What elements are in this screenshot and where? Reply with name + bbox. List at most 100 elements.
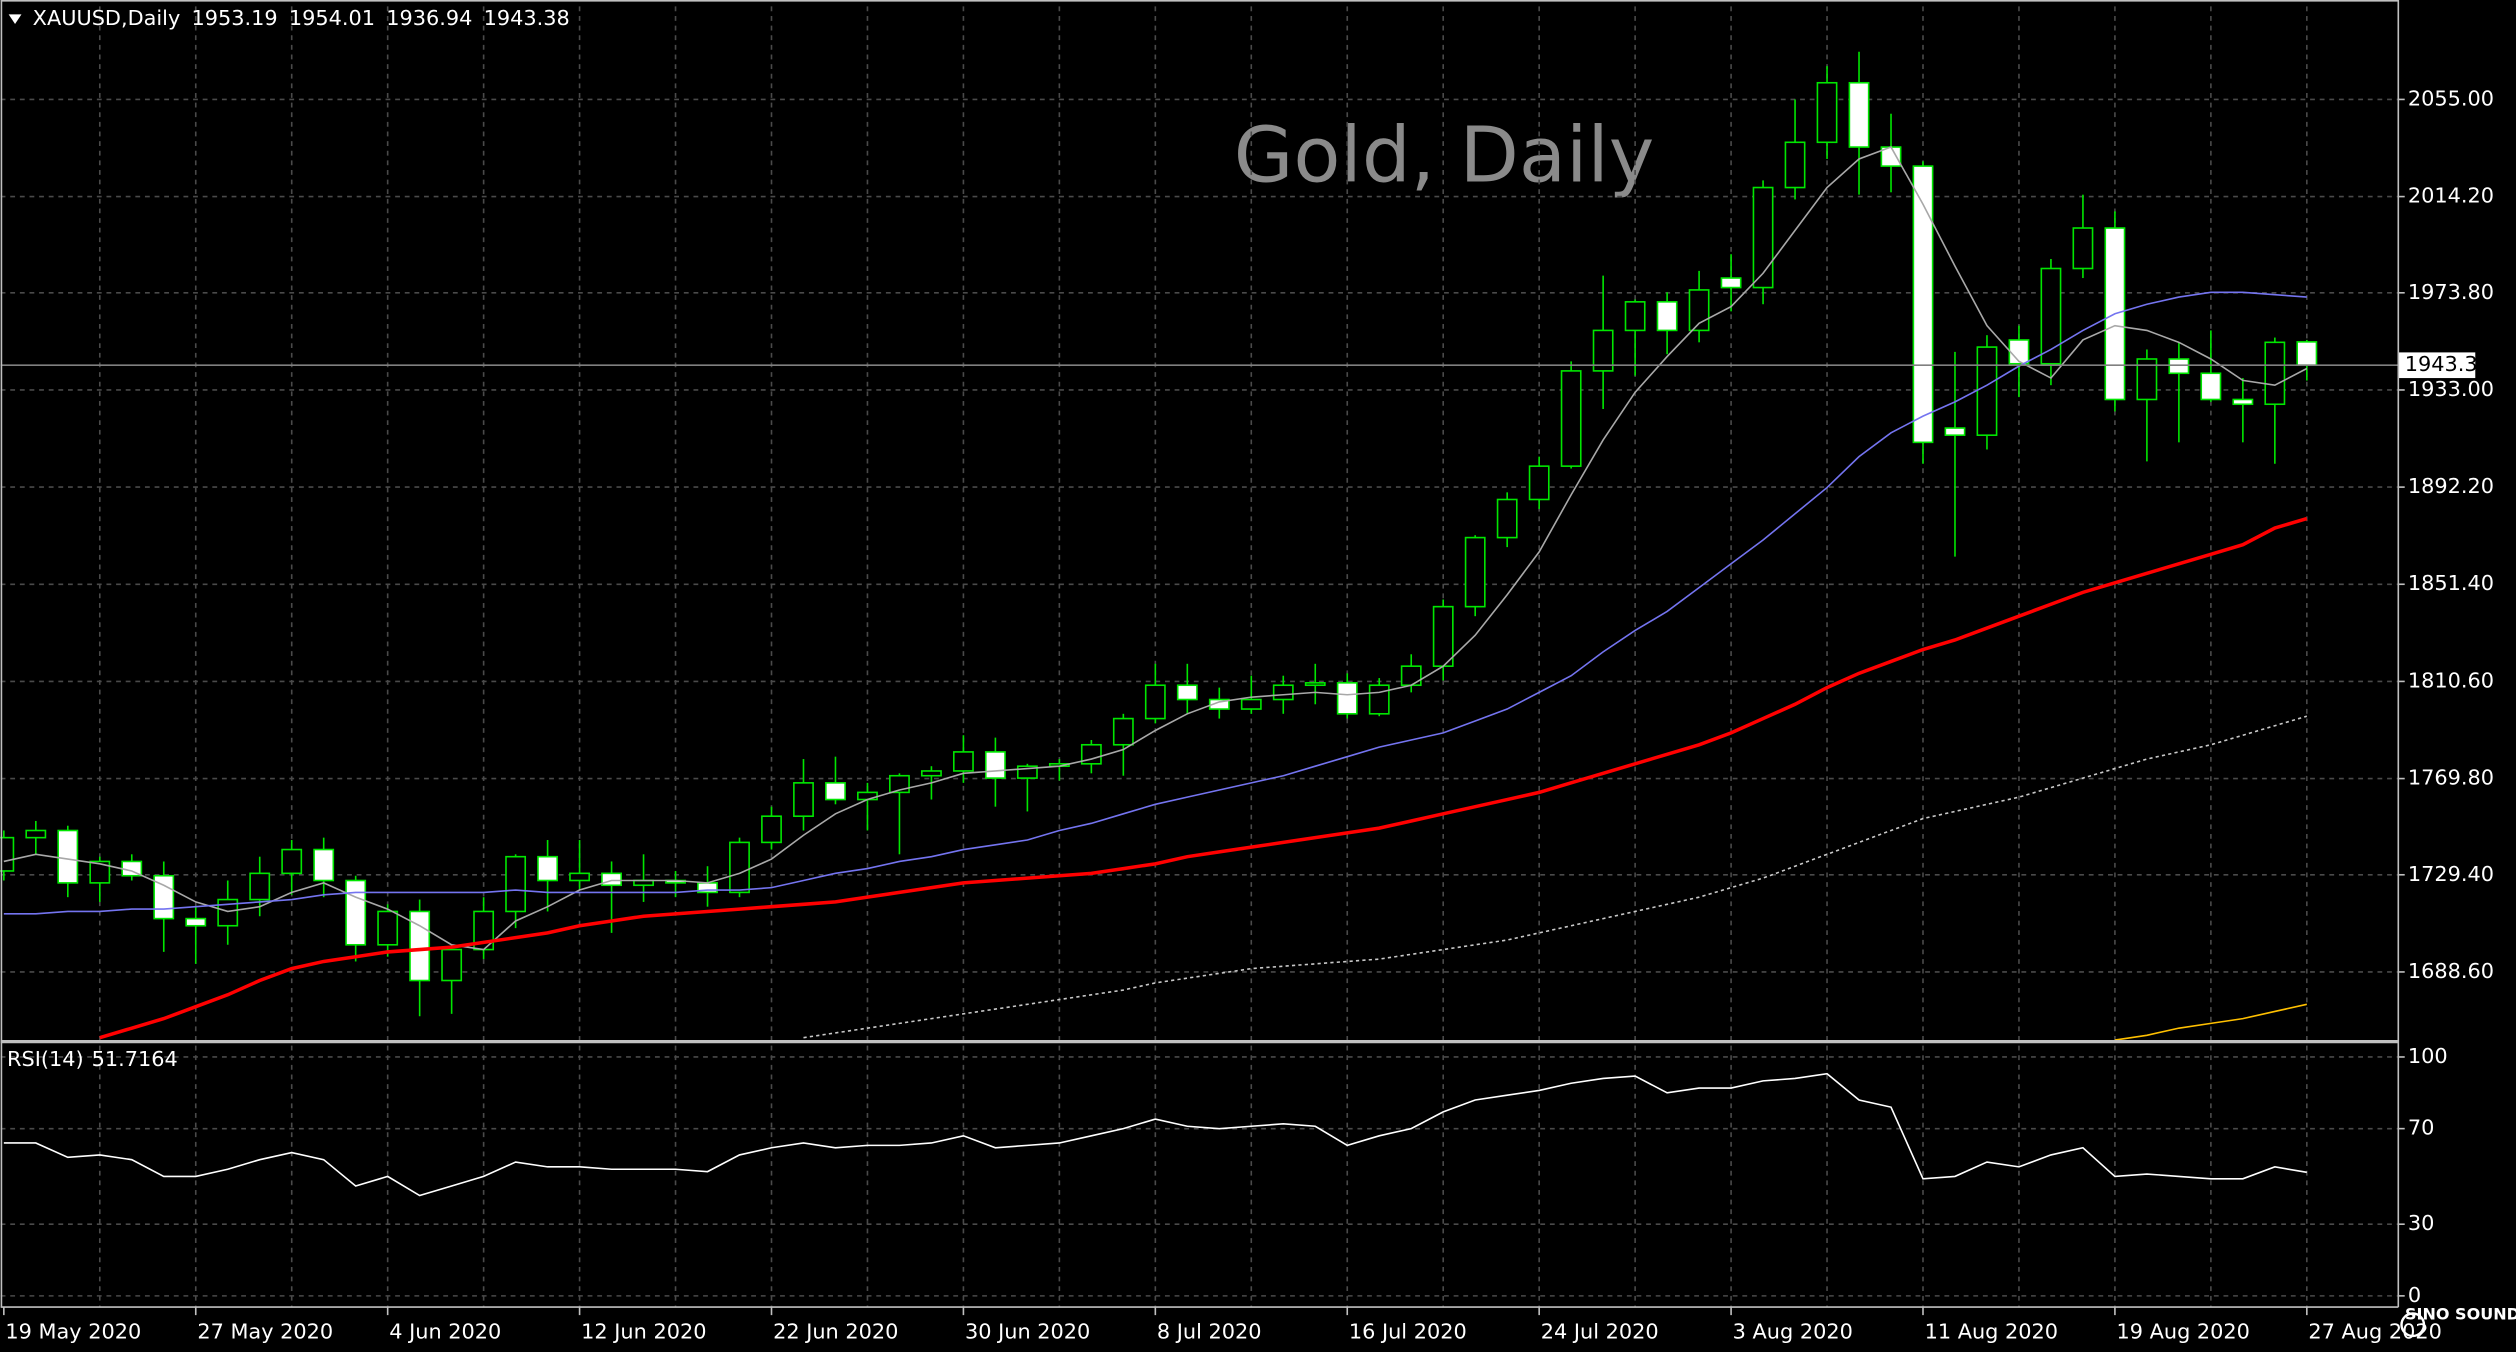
candle-body [1272,684,1294,701]
candle-body [761,815,782,844]
y-tick-label: 0 [2408,1283,2421,1307]
indicator-header: RSI(14) 51.7164 [7,1047,178,1071]
candle-body [313,848,335,882]
candle-body [1144,684,1166,720]
candle-body [537,855,559,882]
series-line [2114,1003,2308,1041]
x-tick-label: 11 Aug 2020 [1925,1320,2058,1344]
x-tick-label: 4 Jun 2020 [389,1320,501,1344]
candle-body [729,841,750,894]
candle-body [1976,346,1998,436]
x-tick-label: 27 Aug 2020 [2308,1320,2441,1344]
current-price-label: 1943.38 [2405,352,2491,376]
header-low: 1936.94 [386,6,472,30]
current-price-box [2398,352,2476,379]
x-tick-label: 16 Jul 2020 [1349,1320,1467,1344]
x-tick-label: 30 Jun 2020 [965,1320,1090,1344]
candle-body [1400,665,1422,687]
candle-body [217,898,239,927]
candle-body [1848,81,1870,148]
candle-body [505,855,527,913]
x-tick-label: 27 May 2020 [197,1320,333,1344]
candle-body [249,872,271,901]
candle-body [2168,358,2190,375]
candle-body [185,917,207,927]
candle-body [2264,341,2286,406]
candle-body [2040,267,2062,365]
x-tick-label: 24 Jul 2020 [1541,1320,1659,1344]
candle-body [1752,186,1774,289]
series-line [3,1072,2307,1197]
candle-body [601,872,622,887]
candle-body [1016,765,1038,779]
candle-body [377,910,399,946]
indicator-name: RSI(14) [7,1047,84,1071]
candle-body [2008,339,2030,365]
header-high: 1954.01 [289,6,375,30]
candle-body [1176,684,1198,701]
x-tick-label: 22 Jun 2020 [773,1320,898,1344]
candle-body [1656,301,1678,332]
indicator-value: 51.7164 [92,1047,178,1071]
candle-body [2072,227,2094,270]
candle-body [952,751,974,772]
watermark-text: SINO SOUND [2405,1305,2516,1324]
candle-body [1816,81,1838,144]
candle-body [2136,358,2158,401]
candle-body [1784,141,1806,189]
candle-body [1208,698,1230,710]
series-line [99,516,2308,1040]
candle-body [25,829,47,839]
y-tick-label: 1688.60 [2408,959,2494,983]
y-tick-label: 1769.80 [2408,766,2494,790]
candle-body [1624,301,1646,332]
candle-body [857,791,878,801]
y-tick-label: 100 [2408,1044,2448,1068]
collapse-icon [8,14,22,25]
y-tick-label: 1973.80 [2408,280,2494,304]
symbol: XAUUSD,Daily [33,6,181,30]
candle-body [345,879,367,946]
y-tick-label: 1933.00 [2408,377,2494,401]
candle-body [1592,329,1614,372]
candle-body [1720,277,1742,289]
candle-body [1912,165,1934,444]
y-tick-label: 2014.20 [2408,184,2494,208]
logo-icon [2400,1312,2426,1338]
candle-body [1528,465,1550,501]
header-open: 1953.19 [192,6,278,30]
y-tick-label: 1892.20 [2408,474,2494,498]
candle-body [2296,341,2318,367]
candle-body [2200,372,2222,401]
candle-body [1112,717,1134,746]
candle-body [1432,605,1454,667]
chart-title: Gold, Daily [1234,111,1655,200]
chart-header: XAUUSD,Daily 1953.19 1954.01 1936.94 1943.38 [33,6,570,30]
candle-body [1080,743,1102,765]
series-line [3,146,2308,951]
candle-body [57,829,79,884]
y-tick-label: 2055.00 [2408,86,2494,110]
candle-body [984,751,1006,779]
candle-body [921,770,942,777]
y-tick-label: 70 [2408,1116,2435,1140]
watermark-logo: SINO SOUND [2400,1305,2516,1338]
candle-body [1464,536,1486,608]
candle-body [793,782,814,818]
candle-body [281,848,303,875]
series-line [803,715,2308,1039]
candle-body [2232,398,2254,406]
x-tick-label: 3 Aug 2020 [1733,1320,1853,1344]
candle-body [1496,498,1518,539]
y-tick-label: 30 [2408,1211,2435,1235]
x-tick-label: 8 Jul 2020 [1157,1320,1262,1344]
y-tick-label: 1851.40 [2408,571,2494,595]
y-tick-label: 1729.40 [2408,862,2494,886]
series-line [3,291,2307,915]
x-tick-label: 19 Aug 2020 [2117,1320,2250,1344]
candle-body [825,782,846,801]
candle-body [1944,427,1966,436]
